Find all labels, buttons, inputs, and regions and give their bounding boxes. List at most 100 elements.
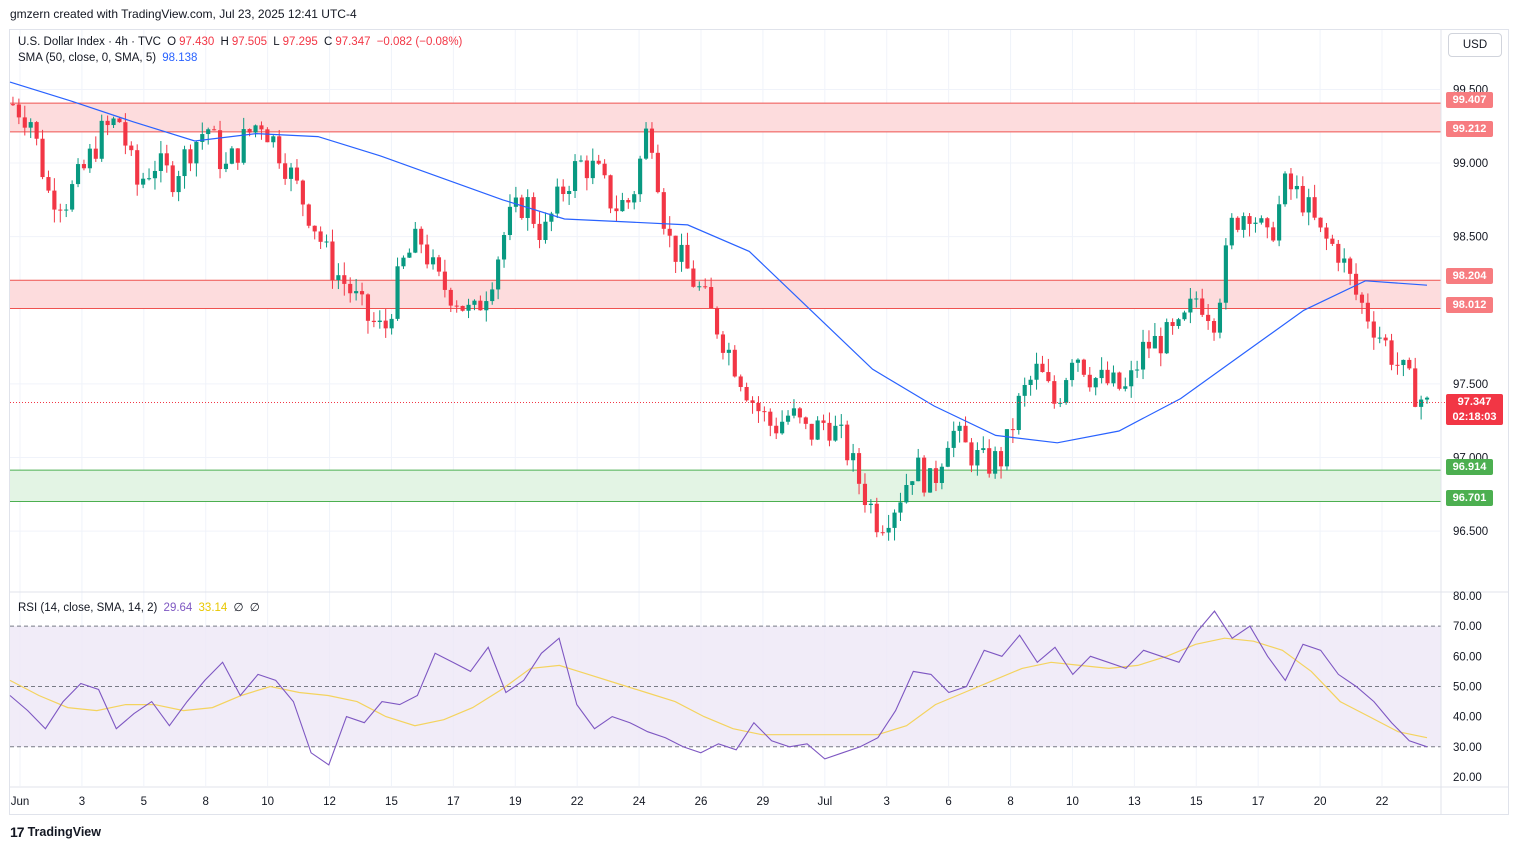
candle-body xyxy=(1401,359,1406,366)
candle-body xyxy=(81,164,87,169)
time-axis-labels: Jun 3 5 8 10 12 15 17 19 22 24 26 29 Jul 3 6 8 10 13 15 17 20… xyxy=(11,796,1389,808)
candle-body xyxy=(229,148,234,164)
candle-body xyxy=(1140,341,1146,370)
time-tick-label: 13 xyxy=(1128,796,1141,808)
candle-body xyxy=(868,503,873,506)
sma-legend[interactable]: SMA (50, close, 0, SMA, 5) 98.138 xyxy=(18,52,200,64)
brand-name: TradingView xyxy=(27,825,101,839)
candle-body xyxy=(1300,185,1305,213)
zone-tag-96701: 96.701 xyxy=(1446,490,1493,506)
candles xyxy=(10,96,1430,541)
time-tick-label: 22 xyxy=(1376,796,1389,808)
candle-body xyxy=(738,376,743,388)
candle-body xyxy=(1288,173,1294,190)
candle-body xyxy=(259,125,264,130)
candle-body xyxy=(318,231,323,242)
candle-body xyxy=(235,148,240,163)
candle-body xyxy=(555,186,560,214)
candle-body xyxy=(141,178,146,185)
currency-button[interactable]: USD xyxy=(1448,33,1502,57)
symbol-name[interactable]: U.S. Dollar Index · 4h · TVC xyxy=(18,36,161,48)
open-label: O xyxy=(167,36,177,48)
candle-body xyxy=(158,153,163,171)
candle-body xyxy=(1353,273,1359,295)
low-label: L xyxy=(273,36,280,48)
rsi-legend[interactable]: RSI (14, close, SMA, 14, 2) 29.64 33.14 … xyxy=(18,600,263,614)
candle-body xyxy=(608,175,613,209)
candle-body xyxy=(892,512,897,528)
candle-body xyxy=(1395,364,1400,366)
price-tick-label: 99.000 xyxy=(1453,158,1488,170)
time-tick-label: 20 xyxy=(1314,796,1327,808)
rsi-sma-line xyxy=(9,637,1428,739)
rsi-tick-label: 80.00 xyxy=(1453,591,1482,603)
candle-body xyxy=(288,167,294,179)
candle-body xyxy=(1324,227,1329,239)
candle-body xyxy=(129,145,134,151)
candle-body xyxy=(419,228,424,245)
time-tick-label: 17 xyxy=(1252,796,1265,808)
candle-body xyxy=(774,425,779,434)
candle-body xyxy=(1034,363,1039,380)
candle-body xyxy=(963,425,968,443)
candle-body xyxy=(70,184,75,210)
candle-body xyxy=(22,117,27,128)
candle-body xyxy=(643,128,649,159)
candle-body xyxy=(146,178,152,180)
rsi-value: 29.64 xyxy=(163,602,193,614)
candle-body xyxy=(507,206,513,236)
candle-body xyxy=(519,197,524,218)
candle-body xyxy=(880,532,885,534)
candle-body xyxy=(105,120,110,126)
rsi-tick-label: 60.00 xyxy=(1453,651,1482,663)
candle-body xyxy=(750,400,755,403)
candle-body xyxy=(324,241,329,243)
candle-body xyxy=(75,164,81,185)
candle-body xyxy=(667,228,672,236)
candle-body xyxy=(898,502,903,513)
candle-body xyxy=(916,457,921,482)
candle-body xyxy=(839,424,844,426)
time-tick-label: 26 xyxy=(695,796,708,808)
tradingview-brand[interactable]: 17 TradingView xyxy=(10,824,101,840)
candle-body xyxy=(1265,218,1270,228)
candle-body xyxy=(354,291,359,294)
candle-body xyxy=(377,320,382,323)
candle-body xyxy=(1046,372,1051,382)
candle-body xyxy=(886,527,891,533)
candle-body xyxy=(1081,359,1086,375)
candle-body xyxy=(1342,258,1347,263)
candle-body xyxy=(1407,359,1412,369)
candle-body xyxy=(294,167,300,181)
zones xyxy=(10,102,1441,503)
resistance-zone-high-fill xyxy=(10,103,1441,132)
candle-body xyxy=(614,208,619,212)
candle-body xyxy=(223,163,229,170)
candle-body xyxy=(720,334,726,353)
candle-body xyxy=(851,453,856,461)
main-legend[interactable]: U.S. Dollar Index · 4h · TVC O 97.430 H 97… xyxy=(18,36,465,48)
rsi-tick-label: 70.00 xyxy=(1453,621,1482,633)
candle-body xyxy=(164,153,169,166)
candle-body xyxy=(1164,322,1169,354)
candle-body xyxy=(1069,362,1075,381)
time-tick-label: 6 xyxy=(945,796,951,808)
candle-body xyxy=(531,197,536,224)
candle-body xyxy=(845,424,850,461)
candle-body xyxy=(1093,378,1098,388)
candle-body xyxy=(1235,217,1240,230)
time-tick-label: 10 xyxy=(1066,796,1079,808)
high-label: H xyxy=(220,36,229,48)
candle-body xyxy=(780,421,785,434)
candle-body xyxy=(472,300,477,305)
candle-body xyxy=(1158,335,1163,354)
candle-body xyxy=(1146,341,1152,349)
price-tick-label: 98.500 xyxy=(1453,232,1488,244)
candle-body xyxy=(212,129,217,131)
candle-body xyxy=(454,305,459,307)
candle-body xyxy=(1022,384,1027,396)
candle-body xyxy=(1371,321,1376,338)
candle-body xyxy=(1383,337,1388,341)
candle-body xyxy=(200,134,205,142)
